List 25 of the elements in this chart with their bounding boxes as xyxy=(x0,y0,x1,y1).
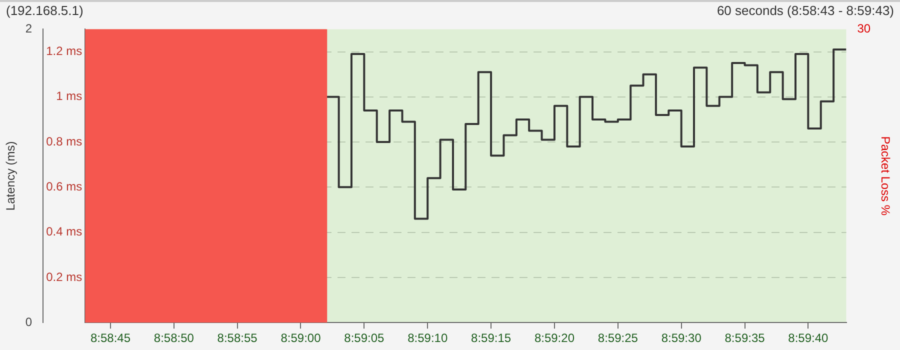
y-tick-label: 0.6 ms xyxy=(46,179,82,194)
y-tick-label: 0.2 ms xyxy=(46,270,82,284)
x-tick-label: 8:59:15 xyxy=(471,331,512,346)
y-tick-label: 0.8 ms xyxy=(46,134,82,148)
x-tick-label: 8:58:50 xyxy=(154,331,194,346)
x-tick-label: 8:59:05 xyxy=(344,331,385,346)
y3-tick-label: 0 xyxy=(25,314,32,329)
y-tick-label: 1.2 ms xyxy=(46,44,82,58)
x-tick-label: 8:59:40 xyxy=(788,331,829,346)
y-axis-title: Latency (ms) xyxy=(4,141,18,211)
chart-title: (192.168.5.1) xyxy=(6,3,84,19)
x-tick-label: 8:59:35 xyxy=(724,331,766,346)
y-tick-label: 0.4 ms xyxy=(46,224,82,239)
x-tick-label: 8:59:30 xyxy=(661,331,702,346)
x-tick-label: 8:58:45 xyxy=(90,331,131,346)
y3-tick-label: 2 xyxy=(25,22,32,36)
x-tick-label: 8:59:25 xyxy=(598,331,638,346)
chart-subtitle: 60 seconds (8:58:43 - 8:59:43) xyxy=(716,3,894,19)
y-tick-label: 1 ms xyxy=(56,89,82,104)
y2-tick-label: 30 xyxy=(857,22,871,36)
x-tick-label: 8:59:00 xyxy=(280,331,322,346)
x-tick-label: 8:59:20 xyxy=(534,331,575,346)
x-tick-label: 8:58:55 xyxy=(217,331,258,346)
x-tick-label: 8:59:10 xyxy=(408,331,448,346)
y2-axis-title: Packet Loss % xyxy=(878,136,892,216)
